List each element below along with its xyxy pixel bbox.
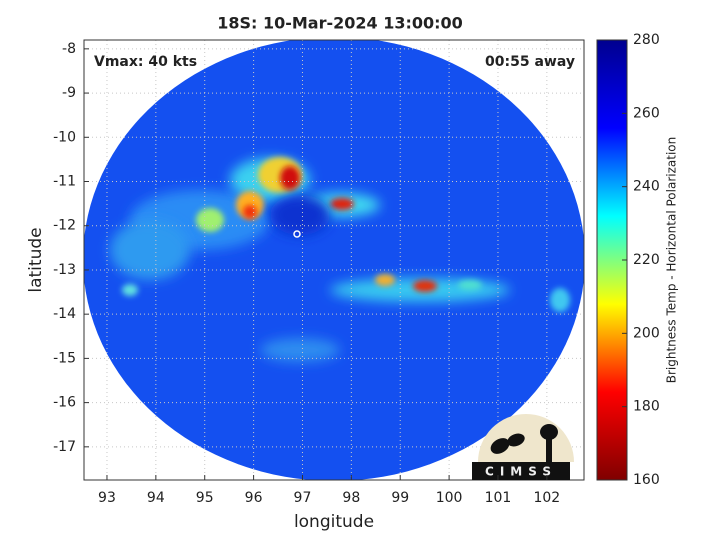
y-tick-label: -16 [53,395,76,411]
annotation: 00:55 away [485,54,575,70]
swath-feature [330,198,354,210]
colorbar-label: Brightness Temp - Horizontal Polarizatio… [665,137,679,384]
y-tick-label: -15 [53,350,76,366]
colorbar-tick-label: 280 [633,32,660,48]
y-tick-label: -9 [62,85,76,101]
y-tick-label: -10 [53,129,76,145]
logo-dish [507,433,525,447]
y-tick-label: -14 [53,306,76,322]
plot-frame [83,39,585,481]
colorbar-tick-label: 260 [633,105,660,121]
x-tick-label: 93 [98,490,116,506]
swath-feature [413,280,437,292]
x-tick-label: 95 [196,490,214,506]
x-tick-label: 98 [342,490,360,506]
x-axis-label: longitude [294,512,374,532]
x-tick-label: 96 [245,490,263,506]
storm-center [293,230,301,238]
x-tick-label: 101 [485,490,512,506]
colorbar-tick-label: 160 [633,472,660,488]
logo-tank [540,424,558,440]
swath-feature [458,280,482,290]
logo-dish [490,438,510,454]
x-tick-label: 100 [436,490,463,506]
y-tick-label: -8 [62,41,76,57]
swath-feature [196,208,224,232]
logo-text: CIMSS [485,465,557,479]
colorbar-tick-label: 200 [633,325,660,341]
logo-tower [546,436,552,462]
swath-feature [110,220,190,280]
x-tick-label: 97 [294,490,312,506]
logo: CIMSS [472,414,574,480]
swath-feature [375,274,395,286]
swath-feature [122,284,138,296]
swath-feature [260,338,340,362]
swath-feature [270,195,330,235]
y-tick-label: -17 [53,439,76,455]
swath-disc [84,40,584,480]
colorbar-tick-label: 240 [633,179,660,195]
annotation: Vmax: 40 kts [94,54,197,70]
y-tick-label: -11 [53,174,76,190]
colorbar-tick-label: 180 [633,399,660,415]
swath [84,40,584,480]
x-tick-label: 99 [391,490,409,506]
y-axis-label: latitude [26,227,46,292]
y-tick-label: -13 [53,262,76,278]
x-tick-label: 94 [147,490,165,506]
swath-feature [280,166,300,190]
swath-feature [550,288,570,312]
x-tick-label: 102 [533,490,560,506]
chart-title: 18S: 10-Mar-2024 13:00:00 [217,14,463,33]
colorbar-tick-label: 220 [633,252,660,268]
y-tick-label: -12 [53,218,76,234]
logo-bar [472,462,570,480]
swath-feature [243,205,257,219]
